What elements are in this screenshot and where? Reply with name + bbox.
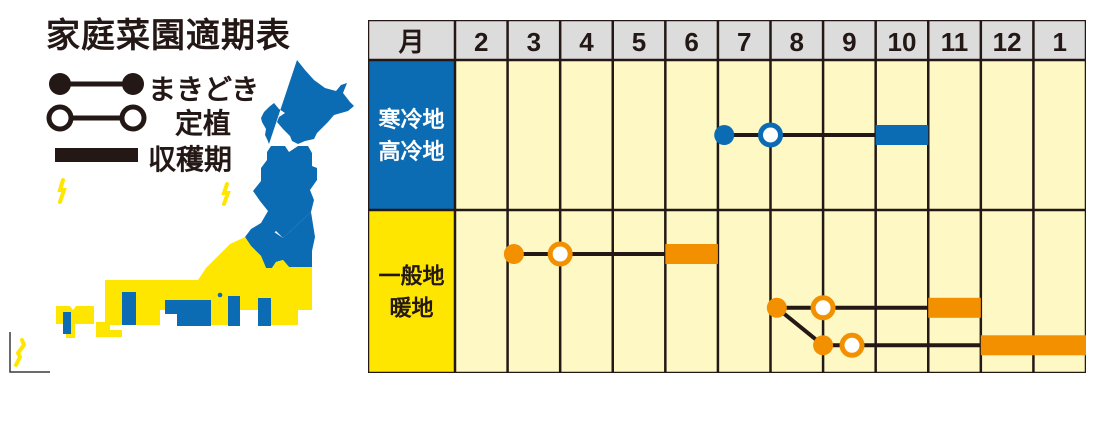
svg-text:9: 9 (842, 27, 856, 57)
svg-text:寒冷地: 寒冷地 (378, 107, 444, 132)
svg-text:12: 12 (993, 27, 1022, 57)
svg-text:6: 6 (684, 27, 698, 57)
svg-text:暖地: 暖地 (389, 296, 433, 321)
svg-text:高冷地: 高冷地 (378, 139, 444, 164)
svg-text:7: 7 (737, 27, 751, 57)
svg-text:11: 11 (941, 27, 969, 57)
svg-text:10: 10 (887, 27, 916, 57)
svg-text:一般地: 一般地 (378, 264, 444, 289)
svg-text:3: 3 (527, 27, 541, 57)
svg-text:4: 4 (579, 27, 594, 57)
svg-text:2: 2 (474, 27, 488, 57)
svg-text:8: 8 (790, 27, 804, 57)
svg-text:5: 5 (632, 27, 646, 57)
svg-text:1: 1 (1052, 27, 1066, 57)
svg-text:月: 月 (397, 27, 424, 57)
